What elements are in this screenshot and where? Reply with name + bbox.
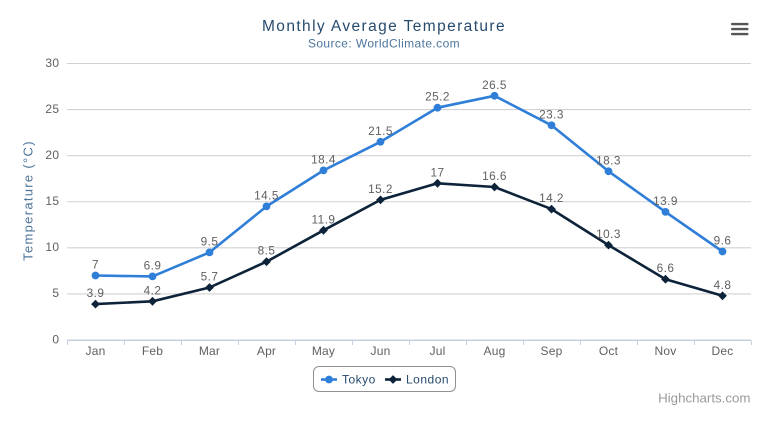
svg-text:6.6: 6.6 — [657, 261, 675, 275]
svg-text:4.8: 4.8 — [714, 278, 732, 292]
svg-text:9.5: 9.5 — [201, 234, 219, 248]
svg-text:17: 17 — [430, 165, 444, 179]
svg-text:Monthly Average Temperature: Monthly Average Temperature — [262, 18, 506, 35]
svg-text:15.2: 15.2 — [368, 182, 393, 196]
svg-text:30: 30 — [45, 56, 59, 70]
svg-text:Oct: Oct — [599, 344, 619, 358]
svg-text:London: London — [406, 373, 449, 387]
svg-text:0: 0 — [52, 332, 59, 346]
svg-text:Sep: Sep — [541, 344, 563, 358]
svg-text:Feb: Feb — [142, 344, 163, 358]
svg-text:Jun: Jun — [371, 344, 391, 358]
svg-text:25.2: 25.2 — [425, 90, 450, 104]
svg-text:May: May — [312, 344, 335, 358]
svg-text:10: 10 — [45, 240, 59, 254]
svg-text:18.3: 18.3 — [596, 153, 621, 167]
svg-text:14.2: 14.2 — [539, 191, 564, 205]
svg-text:Mar: Mar — [199, 344, 220, 358]
svg-text:Temperature (°C): Temperature (°C) — [21, 140, 36, 261]
svg-text:Aug: Aug — [484, 344, 506, 358]
svg-text:10.3: 10.3 — [596, 227, 621, 241]
svg-text:Dec: Dec — [712, 344, 734, 358]
svg-text:Jul: Jul — [430, 344, 446, 358]
svg-text:Jan: Jan — [86, 344, 106, 358]
svg-text:23.3: 23.3 — [539, 107, 564, 121]
svg-text:Tokyo: Tokyo — [342, 373, 376, 387]
svg-text:4.2: 4.2 — [144, 283, 162, 297]
svg-text:16.6: 16.6 — [482, 169, 507, 183]
svg-text:7: 7 — [92, 258, 99, 272]
svg-text:Apr: Apr — [257, 344, 276, 358]
svg-text:18.4: 18.4 — [311, 152, 336, 166]
svg-text:11.9: 11.9 — [312, 212, 336, 226]
svg-text:26.5: 26.5 — [482, 78, 507, 92]
svg-text:14.5: 14.5 — [254, 188, 279, 202]
svg-text:15: 15 — [45, 194, 59, 208]
svg-text:6.9: 6.9 — [144, 258, 162, 272]
svg-text:Highcharts.com: Highcharts.com — [658, 391, 750, 406]
svg-text:20: 20 — [45, 148, 59, 162]
svg-text:13.9: 13.9 — [653, 194, 678, 208]
svg-text:21.5: 21.5 — [368, 124, 393, 138]
svg-text:25: 25 — [45, 102, 59, 116]
svg-text:Source: WorldClimate.com: Source: WorldClimate.com — [308, 37, 460, 51]
svg-text:3.9: 3.9 — [87, 286, 105, 300]
svg-text:8.5: 8.5 — [258, 244, 276, 258]
svg-text:5.7: 5.7 — [201, 270, 219, 284]
svg-text:9.6: 9.6 — [714, 234, 732, 248]
svg-text:Nov: Nov — [655, 344, 677, 358]
svg-text:5: 5 — [52, 286, 59, 300]
